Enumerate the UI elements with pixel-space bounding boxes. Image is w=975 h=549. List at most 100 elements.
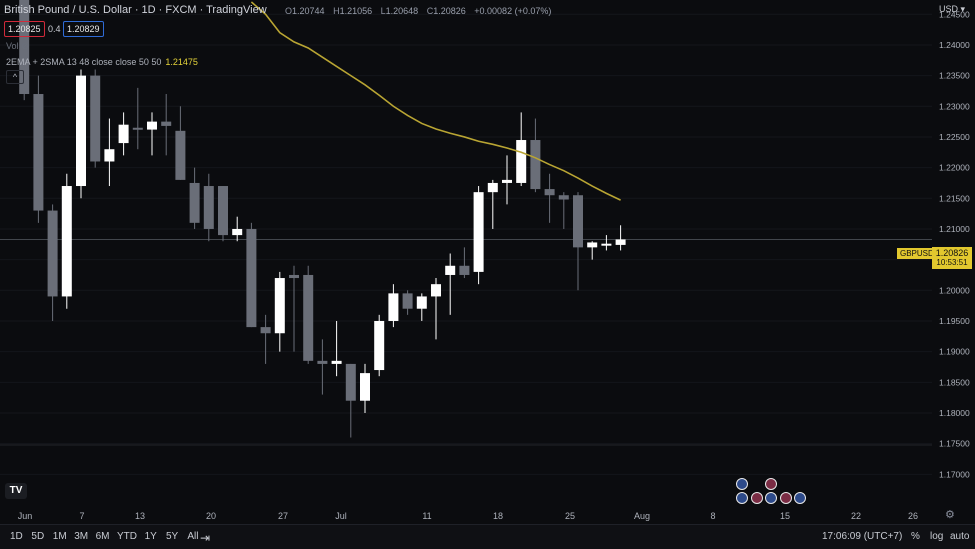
price-tick-label: 1.17000: [939, 469, 970, 479]
candle-body: [544, 189, 555, 196]
price-tick-label: 1.22500: [939, 132, 970, 142]
vol-label: Vol: [6, 41, 19, 51]
candle-body: [104, 149, 115, 162]
price-tick-label: 1.20000: [939, 285, 970, 295]
tradingview-logo-icon[interactable]: TV: [5, 483, 27, 499]
log-toggle[interactable]: log: [930, 531, 944, 542]
range-6m-button[interactable]: 6M: [95, 531, 110, 542]
candle-body: [246, 228, 257, 328]
change-value: +0.00082 (+0.07%): [474, 6, 552, 16]
price-axis[interactable]: 1.24500 1.24000 1.23500 1.23000 1.22500 1.220…: [939, 9, 970, 479]
candle-body: [161, 121, 172, 126]
chart-grid: [0, 13, 932, 475]
price-tick-label: 1.18000: [939, 408, 970, 418]
event-flag-icon[interactable]: [736, 492, 748, 504]
time-tick-label: 7: [79, 511, 84, 521]
time-tick-label: 25: [565, 511, 575, 521]
candle-body: [76, 75, 86, 187]
candle-body: [345, 363, 356, 401]
time-tick-label: Jun: [18, 511, 33, 521]
time-tick-label: 22: [851, 511, 861, 521]
ema-indicator-legend[interactable]: 2EMA + 2SMA 13 48 close close 50 50 1.214…: [6, 57, 198, 67]
bar-countdown: 10:53:51: [936, 258, 968, 267]
eye-hidden-icon[interactable]: ⊘: [21, 41, 29, 51]
candle-body: [530, 140, 541, 190]
currency-selector[interactable]: USD ▾: [938, 4, 965, 14]
close-value: 1.20826: [433, 6, 466, 16]
range-5y-button[interactable]: 5Y: [166, 531, 179, 542]
candle-body: [19, 0, 30, 95]
candle-body: [402, 293, 413, 309]
candle-body: [558, 195, 569, 200]
last-price-tag: 1.20826 10:53:51: [932, 247, 972, 269]
candle-body: [175, 130, 186, 180]
gear-icon[interactable]: ⚙: [945, 509, 955, 521]
open-label: O: [285, 6, 293, 16]
ema-label: 2EMA + 2SMA 13 48 close close 50 50: [6, 57, 162, 67]
candle-body: [118, 124, 129, 144]
sell-price-button[interactable]: 1.20825: [4, 21, 45, 37]
range-1m-button[interactable]: 1M: [52, 531, 67, 542]
buy-price-button[interactable]: 1.20829: [63, 21, 104, 37]
auto-toggle[interactable]: auto: [950, 531, 970, 542]
volume-indicator[interactable]: Vol ⊘: [6, 41, 29, 52]
candles-group: [19, 0, 626, 438]
candle-body: [374, 320, 385, 371]
ema-value: 1.21475: [165, 57, 198, 67]
candle-body: [132, 127, 143, 130]
time-tick-label: 27: [278, 511, 288, 521]
goto-date-icon[interactable]: ⇥: [200, 531, 211, 545]
price-tick-label: 1.18500: [939, 377, 970, 387]
price-tick-label: 1.21500: [939, 193, 970, 203]
range-ytd-button[interactable]: YTD: [117, 531, 137, 542]
event-flag-icon[interactable]: [794, 492, 806, 504]
event-flag-icon[interactable]: [780, 492, 792, 504]
candle-body: [516, 140, 527, 183]
candle-body: [431, 284, 441, 297]
candle-body: [203, 186, 214, 229]
chevron-up-icon: ^: [12, 72, 18, 82]
candle-body: [289, 274, 299, 279]
price-tick-label: 1.21000: [939, 224, 970, 234]
candle-body: [388, 293, 399, 321]
time-tick-label: 26: [908, 511, 918, 521]
range-5d-button[interactable]: 5D: [31, 531, 45, 542]
candle-body: [487, 182, 498, 193]
candle-body: [33, 94, 44, 211]
candle-body: [502, 179, 512, 183]
price-tick-label: 1.24500: [939, 9, 970, 19]
percent-toggle[interactable]: %: [911, 531, 920, 542]
candle-body: [601, 243, 612, 246]
price-tick-label: 1.22000: [939, 163, 970, 173]
low-label: L: [380, 6, 386, 16]
range-1y-button[interactable]: 1Y: [144, 531, 157, 542]
candle-body: [218, 186, 228, 236]
ema-line: [250, 1, 621, 201]
economic-events[interactable]: [736, 478, 806, 504]
symbol-title: British Pound / U.S. Dollar · 1D · FXCM …: [4, 4, 267, 16]
high-label: H: [333, 6, 340, 16]
price-tick-label: 1.19000: [939, 347, 970, 357]
candle-body: [317, 360, 328, 364]
collapse-legend-button[interactable]: ^: [6, 70, 24, 84]
range-1d-button[interactable]: 1D: [10, 531, 23, 542]
event-flag-icon[interactable]: [751, 492, 763, 504]
clock-time[interactable]: 17:06:09 (UTC+7): [822, 531, 903, 542]
price-tick-label: 1.23500: [939, 71, 970, 81]
event-flag-icon[interactable]: [765, 478, 777, 490]
close-label: C: [426, 6, 434, 16]
candle-body: [147, 121, 157, 130]
candle-body: [303, 274, 314, 361]
time-tick-label: Jul: [335, 511, 347, 521]
price-tick-label: 1.17500: [939, 439, 970, 449]
event-flag-icon[interactable]: [736, 478, 748, 490]
range-all-button[interactable]: All: [187, 531, 199, 542]
price-tick-label: 1.23000: [939, 101, 970, 111]
candle-body: [615, 239, 626, 245]
time-axis[interactable]: Jun 7 13 20 27 Jul 11 18 25 Aug 8 15 22 26: [18, 511, 918, 521]
time-tick-label: 13: [135, 511, 145, 521]
event-flag-icon[interactable]: [765, 492, 777, 504]
range-3m-button[interactable]: 3M: [74, 531, 89, 542]
price-tick-label: 1.24000: [939, 40, 970, 50]
